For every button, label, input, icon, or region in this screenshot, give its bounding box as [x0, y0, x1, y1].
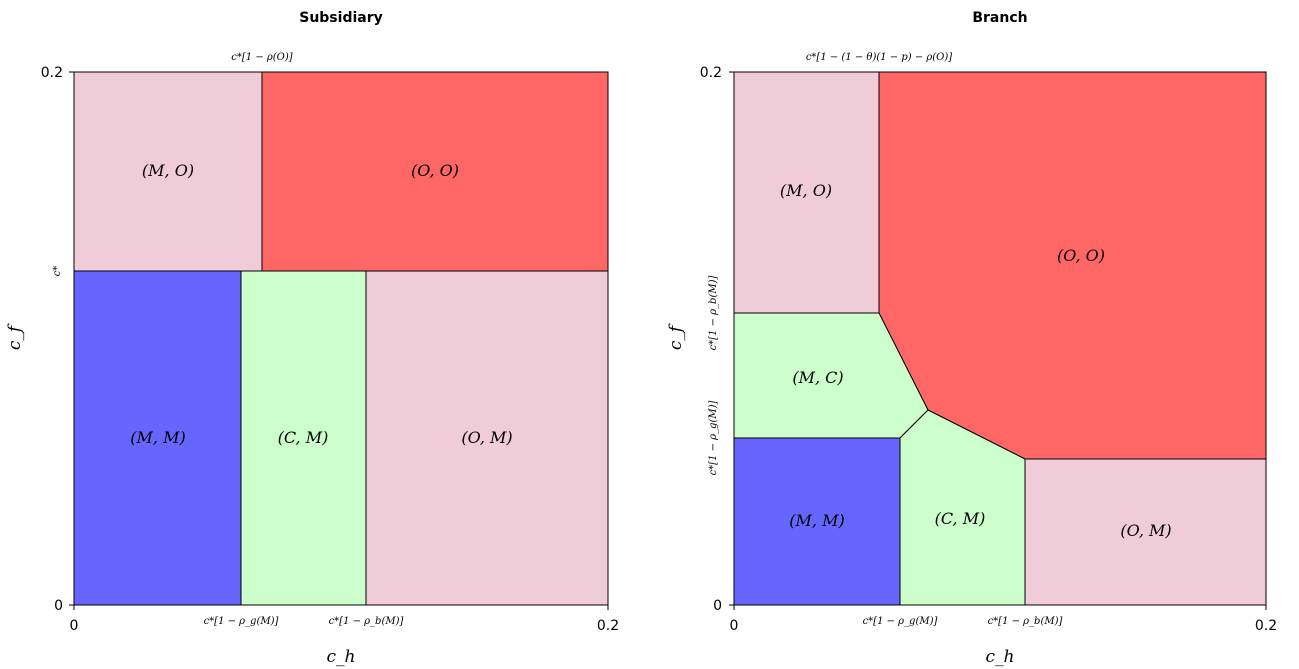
- subsidiary-label-cm: (C, M): [278, 428, 329, 447]
- branch-plot-frame: [733, 71, 1267, 606]
- branch-y-axis-label: c_f: [666, 323, 686, 350]
- subsidiary-region-cm: [240, 270, 367, 606]
- subsidiary-y-annotation: c*: [52, 266, 63, 277]
- branch-label-oo: (O, O): [1057, 246, 1105, 265]
- subsidiary-label-oo: (O, O): [411, 161, 459, 180]
- branch-label-cm: (C, M): [935, 509, 986, 528]
- subsidiary-region-oo: [261, 71, 609, 272]
- branch-region-mm: [733, 437, 901, 606]
- branch-x-tick-0: 0: [730, 618, 739, 634]
- subsidiary-top-annotation: c*[1 − ρ(O)]: [231, 52, 292, 63]
- branch-region-oo: [878, 71, 1267, 460]
- branch-bottom-annotation-1: c*[1 − ρ_g(M)]: [863, 616, 938, 627]
- branch-y-tick-1: 0: [713, 598, 722, 614]
- branch-label-mo: (M, O): [780, 181, 832, 200]
- subsidiary-region-om: [365, 270, 609, 606]
- branch-top-annotation: c*[1 − (1 − θ)(1 − p) − ρ(O)]: [806, 52, 952, 63]
- subsidiary-region-mo: [73, 71, 263, 272]
- subsidiary-y-axis-label: c_f: [5, 323, 25, 350]
- subsidiary-x-tick-0: 0: [70, 618, 79, 634]
- subsidiary-label-om: (O, M): [461, 428, 512, 447]
- subsidiary-region-mm: [73, 270, 242, 606]
- branch-y-tick-0: 0.2: [700, 65, 722, 81]
- branch-left-annotation-1: c*[1 − ρ_b(M)]: [708, 275, 719, 350]
- branch-x-tick-1: 0.2: [1255, 618, 1277, 634]
- branch-label-mm: (M, M): [789, 511, 844, 530]
- branch-label-om: (O, M): [1120, 521, 1171, 540]
- subsidiary-label-mm: (M, M): [130, 428, 185, 447]
- subsidiary-bottom-annotation-1: c*[1 − ρ_g(M)]: [204, 616, 279, 627]
- subsidiary-y-tick-0: 0.2: [41, 65, 63, 81]
- subsidiary-x-axis-label: c_h: [327, 647, 356, 667]
- branch-region-om: [1024, 458, 1267, 606]
- subsidiary-title: Subsidiary: [299, 10, 383, 26]
- branch-label-mc: (M, C): [792, 368, 843, 387]
- branch-bottom-annotation-2: c*[1 − ρ_b(M)]: [988, 616, 1063, 627]
- subsidiary-bottom-annotation-2: c*[1 − ρ_b(M)]: [329, 616, 404, 627]
- branch-left-annotation-2: c*[1 − ρ_g(M)]: [708, 400, 719, 475]
- subsidiary-y-tick-1: 0: [54, 598, 63, 614]
- branch-x-axis-label: c_h: [986, 647, 1015, 667]
- branch-title: Branch: [972, 10, 1027, 26]
- subsidiary-plot-frame: [73, 71, 609, 606]
- branch-panel: Branch (M, O) (O, O) (M, C) (M, M) (C, M…: [666, 10, 1277, 667]
- subsidiary-label-mo: (M, O): [142, 161, 194, 180]
- subsidiary-panel: Subsidiary (M, O) (O, O) (M, M) (C, M) (…: [5, 10, 619, 667]
- subsidiary-x-tick-1: 0.2: [597, 618, 619, 634]
